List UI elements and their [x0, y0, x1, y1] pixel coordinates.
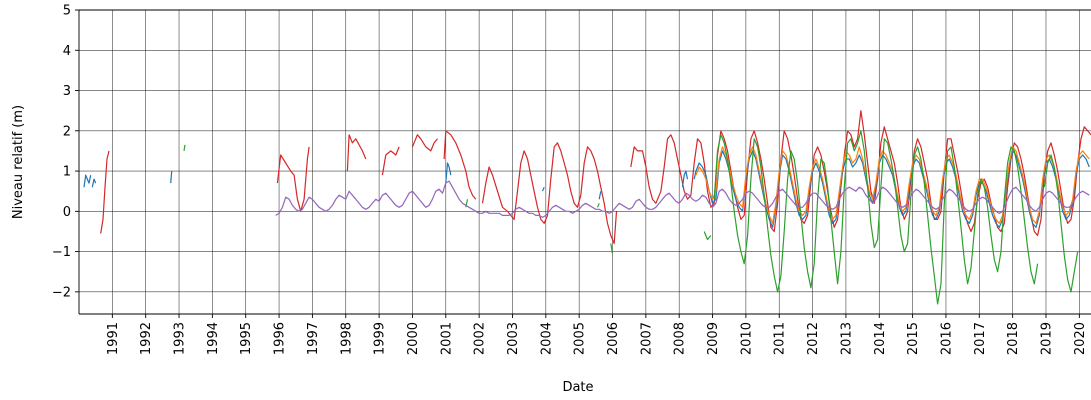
y-tick-label: −1 [52, 245, 71, 260]
x-tick-label: 1992 [139, 322, 154, 355]
series-line-1 [411, 134, 438, 152]
series-line-4 [610, 243, 614, 254]
x-tick-label: 2005 [573, 322, 588, 355]
x-tick-label: 2016 [939, 322, 954, 355]
x-tick-label: 2003 [506, 322, 521, 355]
x-tick-label: 1998 [339, 322, 354, 355]
series-line-1 [381, 146, 400, 176]
x-tick-label: 2004 [539, 322, 554, 355]
y-tick-label: 1 [63, 165, 71, 180]
x-tick-label: 2009 [706, 322, 721, 355]
x-tick-label: 2011 [773, 322, 788, 355]
y-tick-label: −2 [52, 285, 71, 300]
x-tick-label: 1991 [106, 322, 121, 355]
x-tick-label: 1996 [273, 322, 288, 355]
x-tick-label: 1997 [306, 322, 321, 355]
axes [78, 9, 1091, 315]
x-tick-label: 2019 [1039, 322, 1054, 355]
x-axis-label: Date [562, 380, 593, 395]
x-tick-label: 2006 [606, 322, 621, 355]
series-line-2 [681, 170, 689, 188]
series-line-2 [598, 191, 602, 200]
x-tick-label: 1999 [373, 322, 388, 355]
x-tick-label: 2010 [739, 322, 754, 355]
x-tick-label: 2013 [839, 322, 854, 355]
series-line-4 [713, 130, 1039, 305]
y-tick-label: 4 [63, 44, 71, 59]
series-line-4 [596, 203, 600, 208]
y-axis-label: Niveau relatif (m) [11, 105, 26, 219]
x-tick-label: 2007 [639, 322, 654, 355]
x-tick-label: 2020 [1073, 322, 1088, 355]
x-tick-label: 2018 [1006, 322, 1021, 355]
y-tick-label: 0 [63, 205, 71, 220]
series-line-2 [91, 178, 97, 188]
x-tick-label: 2015 [906, 322, 921, 355]
series-line-1 [443, 130, 477, 200]
series-line-2 [83, 174, 92, 188]
ticks: −2 −1 0 1 2 3 4 5 1991 1992 1993 1994 1995 1996 1997 19… [52, 4, 1088, 356]
x-tick-label: 2017 [973, 322, 988, 355]
series-line-4 [183, 144, 186, 151]
series-line-1 [346, 134, 367, 172]
x-tick-label: 2012 [806, 322, 821, 355]
series-line-4 [703, 231, 712, 241]
series-line-2 [170, 171, 173, 184]
series-line-2 [693, 150, 1090, 228]
x-tick-label: 2000 [406, 322, 421, 355]
x-tick-label: 2001 [439, 322, 454, 355]
series-line-1 [481, 142, 618, 245]
series-line-2 [445, 162, 452, 184]
series-line-5 [275, 180, 1090, 218]
y-tick-label: 2 [63, 124, 71, 139]
x-tick-label: 1995 [239, 322, 254, 355]
x-tick-label: 2014 [873, 322, 888, 355]
series-line-4 [1043, 154, 1079, 293]
x-tick-label: 2008 [673, 322, 688, 355]
series-line-1 [276, 146, 310, 212]
y-tick-label: 3 [63, 84, 71, 99]
series-layer [83, 110, 1091, 305]
x-tick-label: 1994 [206, 322, 221, 355]
x-tick-label: 1993 [173, 322, 188, 355]
series-line-1 [100, 150, 110, 234]
x-tick-label: 2002 [473, 322, 488, 355]
y-tick-label: 5 [63, 4, 71, 19]
series-line-2 [541, 186, 545, 192]
